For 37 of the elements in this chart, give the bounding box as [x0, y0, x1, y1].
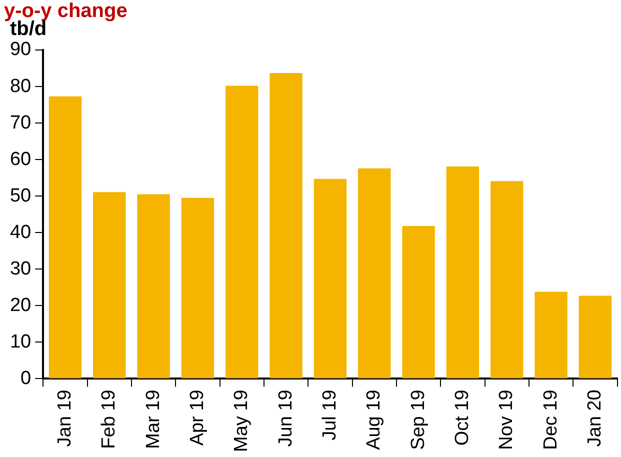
- x-tick-label: Aug 19: [364, 390, 385, 450]
- x-tick-label: Dec 19: [540, 390, 562, 450]
- bar: [446, 166, 480, 378]
- x-tick-label: Jan 19: [54, 390, 76, 447]
- y-tick-label: 70: [10, 112, 32, 134]
- y-tick-label: 10: [10, 331, 32, 352]
- bar: [534, 292, 568, 378]
- y-tick-label: 20: [10, 294, 32, 316]
- bar: [402, 226, 435, 378]
- y-tick-label: 30: [10, 258, 32, 280]
- x-tick-label: Mar 19: [142, 390, 164, 449]
- x-tick-label: May 19: [231, 390, 252, 452]
- bar: [270, 73, 302, 378]
- x-tick-label: Nov 19: [496, 390, 518, 450]
- bar: [578, 296, 612, 378]
- bar: [93, 192, 126, 378]
- y-tick-label: 0: [20, 368, 32, 389]
- bar: [358, 168, 391, 378]
- y-tick-label: 90: [10, 39, 32, 60]
- x-tick-label: Jul 19: [319, 390, 340, 440]
- y-tick-label: 50: [10, 185, 32, 206]
- y-tick-label: 80: [10, 76, 32, 97]
- bar: [490, 181, 524, 378]
- x-tick-label: Sep 19: [408, 390, 429, 450]
- x-tick-label: Jun 19: [275, 390, 296, 447]
- bar: [226, 86, 258, 378]
- x-tick-label: Feb 19: [98, 390, 120, 449]
- chart-title: y-o-y change: [4, 0, 128, 22]
- x-tick-label: Apr 19: [186, 390, 208, 446]
- bar: [181, 198, 214, 378]
- bar: [48, 96, 82, 378]
- x-tick-label: Oct 19: [452, 390, 473, 446]
- bar: [314, 178, 347, 378]
- y-tick-label: 40: [10, 222, 32, 243]
- x-tick-label: Jan 20: [584, 390, 606, 447]
- bar: [137, 194, 170, 378]
- y-tick-label: 60: [10, 148, 32, 170]
